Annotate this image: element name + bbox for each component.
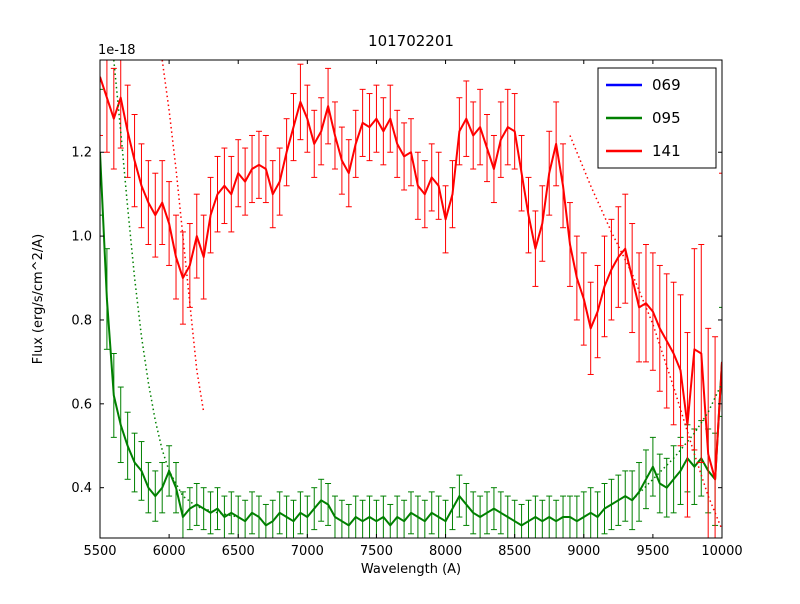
y-tick-label: 1.0 xyxy=(71,230,92,245)
series-line-141 xyxy=(100,76,722,481)
x-tick-label: 9500 xyxy=(636,544,669,559)
series-line-095 xyxy=(100,152,722,527)
y-tick-label: 0.6 xyxy=(71,397,92,412)
legend-entry-095: 095 xyxy=(606,109,681,127)
x-tick-label: 6000 xyxy=(153,544,186,559)
axes-frame xyxy=(99,59,723,539)
series-line-095-model-left xyxy=(113,60,239,518)
legend-label-095: 095 xyxy=(652,109,681,127)
legend-entry-069: 069 xyxy=(606,76,681,94)
series-layer xyxy=(100,60,722,538)
y-axis-offset-text: 1e-18 xyxy=(98,43,136,58)
y-tick-label: 1.2 xyxy=(71,146,92,161)
series-line-095-model-right xyxy=(631,382,722,501)
x-tick-label: 10000 xyxy=(701,544,742,559)
legend: 069 095 141 xyxy=(597,67,717,169)
legend-label-141: 141 xyxy=(652,142,681,160)
series-141 xyxy=(100,60,722,538)
plot-area: 5500 6000 6500 7000 7500 8000 8500 9000 9500 1000… xyxy=(71,59,743,559)
series-line-141-model-left xyxy=(161,60,205,413)
x-tick-label: 7000 xyxy=(291,544,324,559)
x-tick-label: 6500 xyxy=(222,544,255,559)
x-tick-label: 8000 xyxy=(429,544,462,559)
series-141-model-left xyxy=(161,60,205,413)
x-tick-label: 7500 xyxy=(360,544,393,559)
chart-title: 101702201 xyxy=(368,32,454,50)
y-axis-label: Flux (erg/s/cm^2/A) xyxy=(31,234,46,364)
series-095-model-left xyxy=(113,60,239,518)
x-tick-label: 9000 xyxy=(567,544,600,559)
x-tick-label: 5500 xyxy=(83,544,116,559)
legend-label-069: 069 xyxy=(652,76,681,94)
series-095-model-right xyxy=(631,382,722,501)
y-tick-label: 0.4 xyxy=(71,481,92,496)
x-tick-label: 8500 xyxy=(498,544,531,559)
legend-entry-141: 141 xyxy=(606,142,681,160)
y-tick-label: 0.8 xyxy=(71,313,92,328)
x-axis-label: Wavelength (A) xyxy=(361,562,461,577)
